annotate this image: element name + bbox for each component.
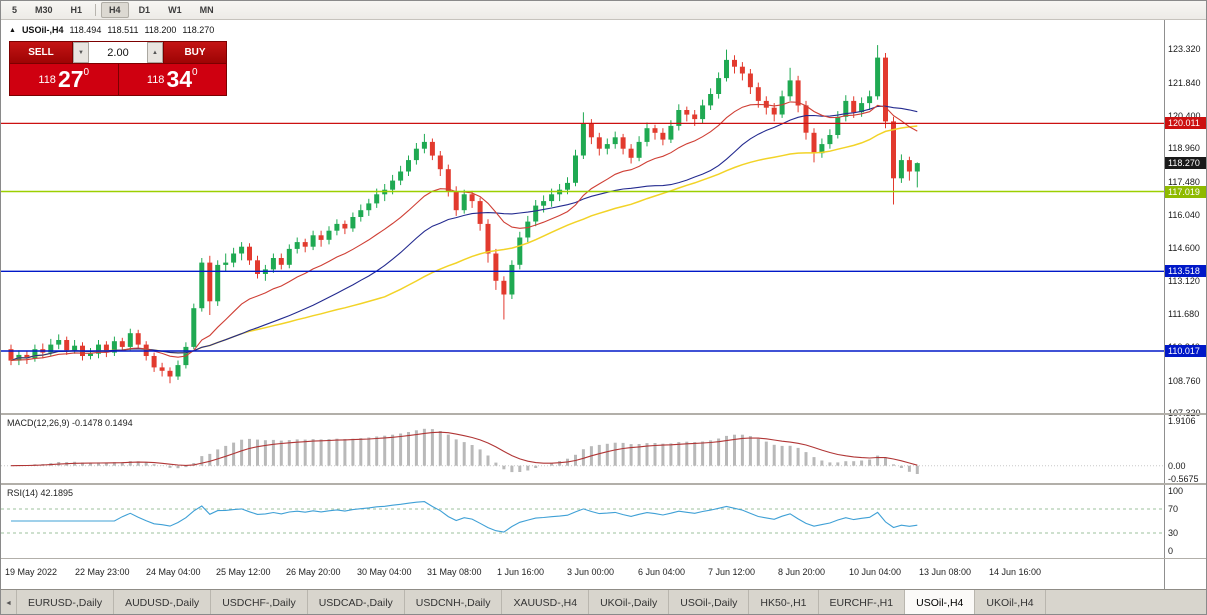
timeframe-button-w1[interactable]: W1 (168, 5, 182, 15)
tabs-scroll-left-icon[interactable]: ◄ (1, 590, 17, 614)
macd-indicator-label: MACD(12,26,9) -0.1478 0.1494 (7, 418, 133, 428)
price-tag: 118.270 (1165, 157, 1206, 169)
time-axis-label: 14 Jun 16:00 (989, 567, 1042, 577)
time-axis-label: 31 May 08:00 (427, 567, 482, 577)
price-tag: 120.011 (1165, 117, 1206, 129)
panel-separator[interactable] (1, 483, 1206, 485)
price-axis-label: 114.600 (1168, 243, 1200, 253)
price-tag: 117.019 (1165, 186, 1206, 198)
price-axis-label: 121.840 (1168, 78, 1201, 88)
timeframe-button-h1[interactable]: H1 (70, 5, 83, 15)
timeframe-button-mn[interactable]: MN (199, 5, 214, 15)
price-axis-label: 120.400 (1168, 111, 1201, 121)
macd-panel[interactable] (1, 415, 1164, 483)
price-axis-label: 108.760 (1168, 376, 1201, 386)
chart-tab-eurchfh1[interactable]: EURCHF-,H1 (819, 590, 906, 614)
sell-price-big: 27 (57, 66, 84, 92)
chart-tab-hk50h1[interactable]: HK50-,H1 (749, 590, 819, 614)
chart-tab-ukoilh4[interactable]: UKOil-,H4 (975, 590, 1046, 614)
macd-axis-min: -0.5675 (1168, 474, 1199, 484)
price-tag: 113.518 (1165, 265, 1206, 277)
price-axis-label: 117.480 (1168, 177, 1200, 187)
price-axis-label: 113.120 (1168, 276, 1200, 286)
time-axis-label: 1 Jun 16:00 (497, 567, 545, 577)
time-axis-label: 6 Jun 04:00 (638, 567, 686, 577)
buy-price-sup: 0 (192, 67, 198, 78)
time-axis-label: 10 Jun 04:00 (849, 567, 902, 577)
rsi-axis-label: 70 (1168, 504, 1179, 514)
rsi-axis-label: 0 (1168, 546, 1174, 556)
chart-tab-ukoildaily[interactable]: UKOil-,Daily (589, 590, 670, 614)
ohlc-open: 118.494 (69, 25, 102, 35)
chart-symbol-label: USOil-,H4 (21, 25, 64, 35)
time-axis-label: 7 Jun 12:00 (708, 567, 756, 577)
panel-separator[interactable] (1, 558, 1206, 559)
chevron-down-icon: ▼ (78, 49, 84, 56)
price-tag: 110.017 (1165, 345, 1206, 357)
price-axis-label: 123.320 (1168, 44, 1201, 54)
timeframe-button-m30[interactable]: M30 (35, 5, 53, 15)
panel-separator[interactable] (1, 413, 1206, 415)
chart-tab-usdcnhdaily[interactable]: USDCNH-,Daily (405, 590, 503, 614)
buy-price[interactable]: 118 34 0 (118, 64, 226, 95)
time-axis-label: 13 Jun 08:00 (919, 567, 972, 577)
price-axis-label: 118.960 (1168, 143, 1200, 153)
sell-price-sup: 0 (83, 67, 90, 78)
chart-tab-xauusdh4[interactable]: XAUUSD-,H4 (502, 590, 590, 614)
timeframe-button-d1[interactable]: D1 (138, 5, 151, 15)
chart-tab-audusddaily[interactable]: AUDUSD-,Daily (114, 590, 212, 614)
rsi-axis-label: 100 (1168, 486, 1184, 496)
chart-tabs-bar: ◄ EURUSD-,Daily AUDUSD-,Daily USDCHF-,Daily… (1, 589, 1206, 614)
timeframe-button-h4[interactable]: H4 (101, 2, 129, 18)
price-axis-label: 116.040 (1168, 210, 1200, 220)
chart-ohlc-header: ▲ USOil-,H4 118.494 118.511 118.200 118.… (9, 25, 214, 35)
price-axis-label: 111.680 (1168, 309, 1200, 319)
volume-box: ▼ 2.00 ▲ (72, 42, 164, 63)
chevron-up-icon: ▲ (152, 49, 158, 56)
ohlc-close: 118.270 (182, 25, 215, 35)
price-axis[interactable]: 123.320 121.840 120.400 118.960 117.480 116.0… (1164, 20, 1206, 589)
toolbar-divider (95, 4, 97, 16)
ohlc-high: 118.511 (107, 25, 139, 35)
time-axis-label: 24 May 04:00 (146, 567, 201, 577)
volume-increase-button[interactable]: ▲ (147, 42, 163, 63)
time-axis-label: 30 May 04:00 (357, 567, 412, 577)
sell-price[interactable]: 118 27 0 (10, 64, 118, 95)
chart-tab-eurusddaily[interactable]: EURUSD-,Daily (17, 590, 115, 614)
sell-price-prefix: 118 (38, 73, 56, 86)
macd-axis-zero: 0.00 (1168, 461, 1186, 471)
rsi-indicator-label: RSI(14) 42.1895 (7, 488, 74, 498)
time-axis-label: 26 May 20:00 (286, 567, 341, 577)
rsi-panel[interactable] (1, 485, 1164, 558)
timeframe-button-5[interactable]: 5 (12, 5, 18, 15)
time-axis-label: 25 May 12:00 (216, 567, 271, 577)
timeframe-toolbar: 5 M30 H1 H4 D1 W1 MN (1, 1, 1206, 20)
buy-button[interactable]: BUY (164, 42, 226, 63)
symbol-marker-icon: ▲ (9, 26, 16, 34)
chart-tab-usoilh4[interactable]: USOil-,H4 (905, 590, 976, 614)
price-chart[interactable] (1, 20, 1164, 413)
time-axis-label: 8 Jun 20:00 (778, 567, 826, 577)
time-axis[interactable]: 19 May 2022 22 May 23:00 24 May 04:00 25 Ma… (1, 559, 1164, 589)
time-axis-label: 22 May 23:00 (75, 567, 130, 577)
chart-tab-usdcaddaily[interactable]: USDCAD-,Daily (308, 590, 405, 614)
chart-tab-usdchfdaily[interactable]: USDCHF-,Daily (211, 590, 308, 614)
chart-tab-usoildaily[interactable]: USOil-,Daily (669, 590, 750, 614)
buy-price-big: 34 (166, 66, 193, 92)
ohlc-low: 118.200 (144, 25, 177, 35)
buy-price-prefix: 118 (146, 73, 165, 86)
volume-decrease-button[interactable]: ▼ (73, 42, 89, 63)
time-axis-label: 19 May 2022 (5, 567, 58, 577)
rsi-axis-label: 30 (1168, 528, 1179, 538)
volume-input[interactable]: 2.00 (107, 46, 129, 59)
macd-axis-max: 1.9106 (1168, 416, 1196, 426)
time-axis-label: 3 Jun 00:00 (567, 567, 615, 577)
sell-button[interactable]: SELL (10, 42, 72, 63)
one-click-trading-panel: SELL ▼ 2.00 ▲ BUY 118 27 0 118 34 0 (9, 41, 227, 96)
